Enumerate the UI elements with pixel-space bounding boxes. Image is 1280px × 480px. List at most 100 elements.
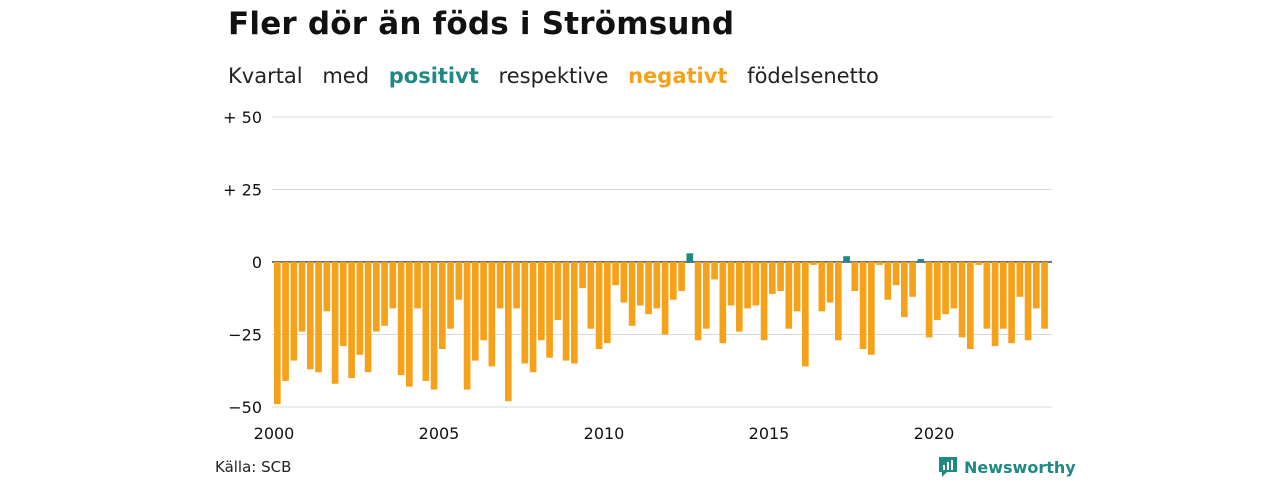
- bar: [917, 259, 925, 262]
- y-tick-label: −50: [228, 398, 262, 417]
- bar: [802, 262, 809, 367]
- bar: [752, 262, 760, 306]
- bar: [628, 262, 636, 326]
- bar: [983, 262, 991, 329]
- bar: [562, 262, 570, 361]
- bar: [282, 262, 289, 381]
- brand-name: Newsworthy: [964, 457, 1076, 477]
- bar: [331, 262, 339, 384]
- bar: [727, 262, 735, 306]
- bar: [711, 262, 718, 280]
- bar: [554, 262, 562, 320]
- bar: [612, 262, 619, 286]
- bar: [340, 262, 347, 347]
- x-tick-label: 2005: [419, 424, 460, 443]
- x-tick-label: 2000: [254, 424, 295, 443]
- bar: [793, 262, 801, 312]
- bar: [1008, 262, 1015, 344]
- bar: [670, 262, 677, 300]
- bar: [488, 262, 496, 367]
- subtitle-text-respektive: respektive: [498, 64, 609, 88]
- bar: [769, 262, 776, 294]
- bar: [620, 262, 628, 303]
- source-label: Källa: SCB: [215, 458, 292, 476]
- bar: [604, 262, 611, 344]
- bar: [950, 262, 958, 309]
- bar: [785, 262, 793, 329]
- bar: [356, 262, 364, 355]
- bar: [513, 262, 520, 309]
- bar: [975, 262, 982, 265]
- x-tick-label: 2015: [749, 424, 790, 443]
- bar: [579, 262, 586, 289]
- bar: [406, 262, 413, 387]
- bar: [430, 262, 438, 390]
- bar: [298, 262, 306, 332]
- bar: [389, 262, 397, 309]
- bar: [480, 262, 487, 341]
- bar: [859, 262, 867, 349]
- bar: [851, 262, 859, 291]
- newsworthy-logo-icon: [939, 457, 957, 477]
- chart-title: Fler dör än föds i Strömsund: [228, 6, 735, 42]
- bar: [826, 262, 834, 303]
- bar: [991, 262, 999, 347]
- bar: [546, 262, 553, 358]
- subtitle-positive-word: positivt: [388, 64, 479, 88]
- bar: [694, 262, 702, 341]
- y-tick-label: + 50: [223, 108, 262, 127]
- bar: [736, 262, 743, 332]
- bar: [373, 262, 380, 332]
- y-tick-label: −25: [228, 326, 262, 345]
- bar: [835, 262, 842, 341]
- bar: [381, 262, 388, 326]
- bar: [818, 262, 826, 312]
- bar: [1033, 262, 1040, 309]
- bar: [925, 262, 933, 338]
- bar: [637, 262, 644, 306]
- bar: [678, 262, 685, 291]
- bar: [571, 262, 578, 364]
- x-tick-label: 2020: [914, 424, 955, 443]
- chart-subtitle: Kvartal med positivt respektive negativt…: [228, 64, 892, 88]
- bar: [364, 262, 372, 373]
- bar: [496, 262, 504, 309]
- bars: [274, 253, 1048, 405]
- bar: [843, 256, 850, 262]
- bar: [397, 262, 405, 376]
- bar: [414, 262, 421, 309]
- bar: [587, 262, 595, 329]
- x-tick-label: 2010: [584, 424, 625, 443]
- bar: [323, 262, 331, 312]
- bar: [348, 262, 355, 378]
- bar: [884, 262, 892, 300]
- bar: [1016, 262, 1024, 297]
- bar: [595, 262, 603, 349]
- bar: [777, 262, 784, 291]
- bar: [1041, 262, 1048, 329]
- bar: [661, 262, 669, 335]
- subtitle-text-med: med: [322, 64, 370, 88]
- bar: [455, 262, 463, 300]
- bar: [760, 262, 768, 341]
- subtitle-negative-word: negativt: [628, 64, 728, 88]
- bar: [686, 253, 694, 262]
- bar: [1000, 262, 1007, 329]
- bar: [901, 262, 908, 318]
- bar: [868, 262, 875, 355]
- bar: [529, 262, 537, 373]
- bar: [744, 262, 751, 309]
- bar: [967, 262, 974, 349]
- y-tick-label: 0: [252, 253, 262, 272]
- bar: [942, 262, 949, 315]
- bar: [876, 262, 883, 265]
- bar: [934, 262, 941, 320]
- bar: [274, 262, 281, 405]
- bar: [703, 262, 710, 329]
- bar: [1024, 262, 1032, 341]
- bar: [422, 262, 430, 381]
- bar: [653, 262, 661, 309]
- bar: [909, 262, 916, 297]
- bar: [719, 262, 727, 344]
